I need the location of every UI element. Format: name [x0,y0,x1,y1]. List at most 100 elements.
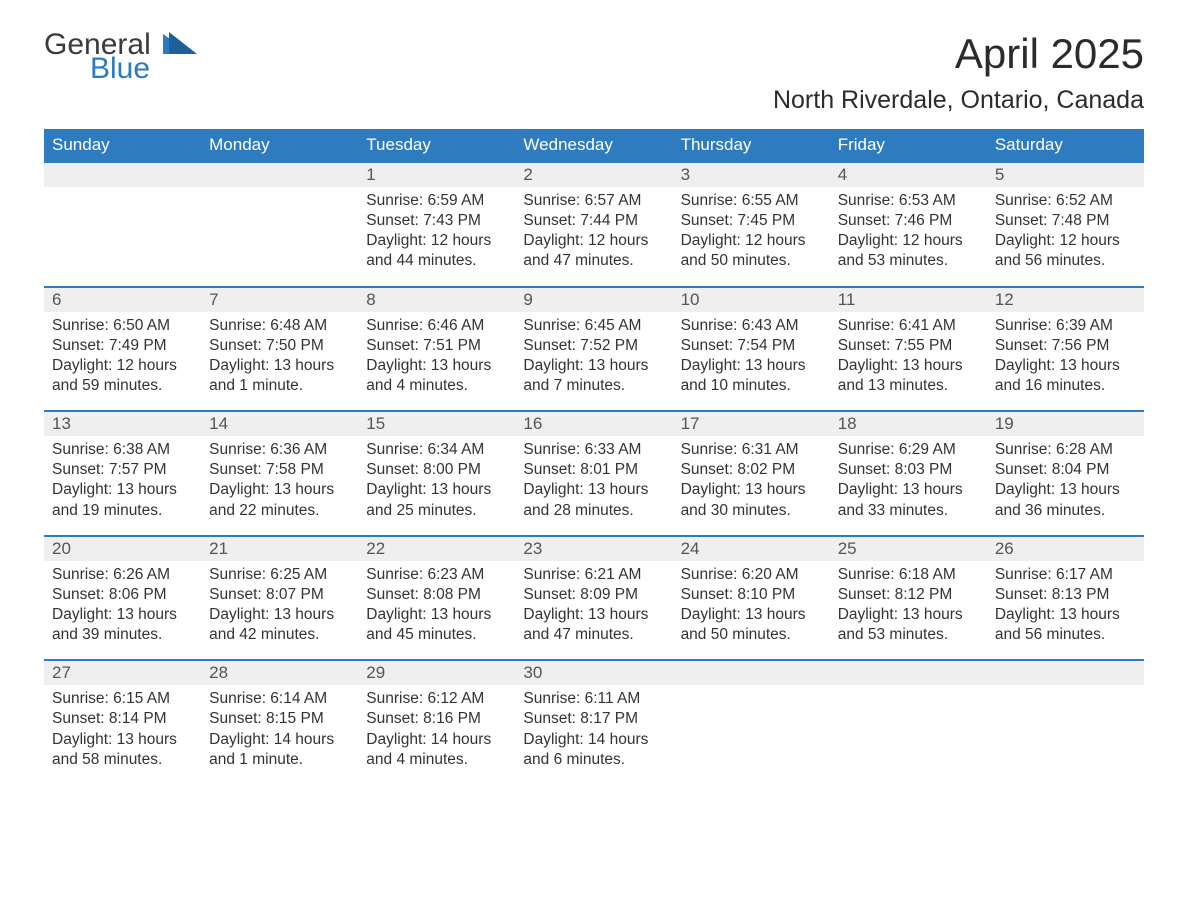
day-body-row: Sunrise: 6:38 AMSunset: 7:57 PMDaylight:… [44,436,1144,535]
sunrise-text: Sunrise: 6:20 AM [681,565,822,585]
day-cell [44,187,201,286]
flag-icon [163,30,197,60]
day-number-row: 27282930 [44,661,1144,685]
day-number: 2 [515,163,672,187]
day-cell: Sunrise: 6:41 AMSunset: 7:55 PMDaylight:… [830,312,987,411]
sunset-text: Sunset: 7:49 PM [52,336,193,356]
daylight-text: Daylight: 13 hours and 7 minutes. [523,356,664,396]
day-number [201,163,358,187]
weekday-label: Thursday [673,129,830,161]
daylight-text: Daylight: 14 hours and 1 minute. [209,730,350,770]
daylight-text: Daylight: 13 hours and 16 minutes. [995,356,1136,396]
sunset-text: Sunset: 7:50 PM [209,336,350,356]
sunset-text: Sunset: 8:07 PM [209,585,350,605]
day-cell [673,685,830,784]
sunrise-text: Sunrise: 6:53 AM [838,191,979,211]
day-number: 19 [987,412,1144,436]
sunrise-text: Sunrise: 6:48 AM [209,316,350,336]
daylight-text: Daylight: 13 hours and 13 minutes. [838,356,979,396]
day-number: 28 [201,661,358,685]
daylight-text: Daylight: 12 hours and 44 minutes. [366,231,507,271]
daylight-text: Daylight: 13 hours and 22 minutes. [209,480,350,520]
sunrise-text: Sunrise: 6:26 AM [52,565,193,585]
sunset-text: Sunset: 7:46 PM [838,211,979,231]
day-number: 24 [673,537,830,561]
daylight-text: Daylight: 13 hours and 39 minutes. [52,605,193,645]
daylight-text: Daylight: 12 hours and 50 minutes. [681,231,822,271]
sunset-text: Sunset: 7:54 PM [681,336,822,356]
daylight-text: Daylight: 13 hours and 1 minute. [209,356,350,396]
week: 27282930Sunrise: 6:15 AMSunset: 8:14 PMD… [44,659,1144,784]
day-number: 20 [44,537,201,561]
sunset-text: Sunset: 8:02 PM [681,460,822,480]
week: 6789101112Sunrise: 6:50 AMSunset: 7:49 P… [44,286,1144,411]
day-number: 1 [358,163,515,187]
day-number: 18 [830,412,987,436]
sunset-text: Sunset: 7:56 PM [995,336,1136,356]
daylight-text: Daylight: 13 hours and 45 minutes. [366,605,507,645]
day-number: 4 [830,163,987,187]
sunrise-text: Sunrise: 6:38 AM [52,440,193,460]
day-cell [830,685,987,784]
daylight-text: Daylight: 13 hours and 4 minutes. [366,356,507,396]
day-number: 5 [987,163,1144,187]
day-number: 11 [830,288,987,312]
day-number: 6 [44,288,201,312]
sunset-text: Sunset: 7:55 PM [838,336,979,356]
calendar: Sunday Monday Tuesday Wednesday Thursday… [44,129,1144,784]
day-number: 3 [673,163,830,187]
title-block: April 2025 North Riverdale, Ontario, Can… [773,30,1144,115]
sunset-text: Sunset: 8:17 PM [523,709,664,729]
sunrise-text: Sunrise: 6:46 AM [366,316,507,336]
day-number: 10 [673,288,830,312]
sunrise-text: Sunrise: 6:21 AM [523,565,664,585]
header: General Blue April 2025 North Riverdale,… [44,30,1144,115]
day-number: 25 [830,537,987,561]
sunset-text: Sunset: 7:48 PM [995,211,1136,231]
day-number: 23 [515,537,672,561]
sunrise-text: Sunrise: 6:59 AM [366,191,507,211]
daylight-text: Daylight: 13 hours and 50 minutes. [681,605,822,645]
sunset-text: Sunset: 8:16 PM [366,709,507,729]
sunrise-text: Sunrise: 6:50 AM [52,316,193,336]
daylight-text: Daylight: 13 hours and 28 minutes. [523,480,664,520]
sunrise-text: Sunrise: 6:39 AM [995,316,1136,336]
day-cell [987,685,1144,784]
sunset-text: Sunset: 8:12 PM [838,585,979,605]
sunrise-text: Sunrise: 6:31 AM [681,440,822,460]
day-cell: Sunrise: 6:12 AMSunset: 8:16 PMDaylight:… [358,685,515,784]
day-cell: Sunrise: 6:14 AMSunset: 8:15 PMDaylight:… [201,685,358,784]
day-number: 26 [987,537,1144,561]
day-cell: Sunrise: 6:26 AMSunset: 8:06 PMDaylight:… [44,561,201,660]
sunrise-text: Sunrise: 6:33 AM [523,440,664,460]
day-cell: Sunrise: 6:36 AMSunset: 7:58 PMDaylight:… [201,436,358,535]
day-cell [201,187,358,286]
day-body-row: Sunrise: 6:59 AMSunset: 7:43 PMDaylight:… [44,187,1144,286]
sunrise-text: Sunrise: 6:55 AM [681,191,822,211]
daylight-text: Daylight: 12 hours and 56 minutes. [995,231,1136,271]
day-number: 8 [358,288,515,312]
weekday-label: Sunday [44,129,201,161]
daylight-text: Daylight: 13 hours and 25 minutes. [366,480,507,520]
weekday-label: Wednesday [515,129,672,161]
daylight-text: Daylight: 13 hours and 10 minutes. [681,356,822,396]
day-cell: Sunrise: 6:59 AMSunset: 7:43 PMDaylight:… [358,187,515,286]
day-cell: Sunrise: 6:52 AMSunset: 7:48 PMDaylight:… [987,187,1144,286]
day-cell: Sunrise: 6:38 AMSunset: 7:57 PMDaylight:… [44,436,201,535]
day-number [673,661,830,685]
day-cell: Sunrise: 6:45 AMSunset: 7:52 PMDaylight:… [515,312,672,411]
daylight-text: Daylight: 13 hours and 30 minutes. [681,480,822,520]
sunset-text: Sunset: 7:58 PM [209,460,350,480]
day-number: 29 [358,661,515,685]
sunset-text: Sunset: 8:10 PM [681,585,822,605]
weekday-label: Tuesday [358,129,515,161]
month-title: April 2025 [773,30,1144,78]
day-cell: Sunrise: 6:43 AMSunset: 7:54 PMDaylight:… [673,312,830,411]
sunrise-text: Sunrise: 6:29 AM [838,440,979,460]
day-cell: Sunrise: 6:33 AMSunset: 8:01 PMDaylight:… [515,436,672,535]
weekday-label: Friday [830,129,987,161]
day-cell: Sunrise: 6:11 AMSunset: 8:17 PMDaylight:… [515,685,672,784]
week: 12345 Sunrise: 6:59 AMSunset: 7:43 PMDayl… [44,161,1144,286]
day-number-row: 13141516171819 [44,412,1144,436]
daylight-text: Daylight: 13 hours and 33 minutes. [838,480,979,520]
